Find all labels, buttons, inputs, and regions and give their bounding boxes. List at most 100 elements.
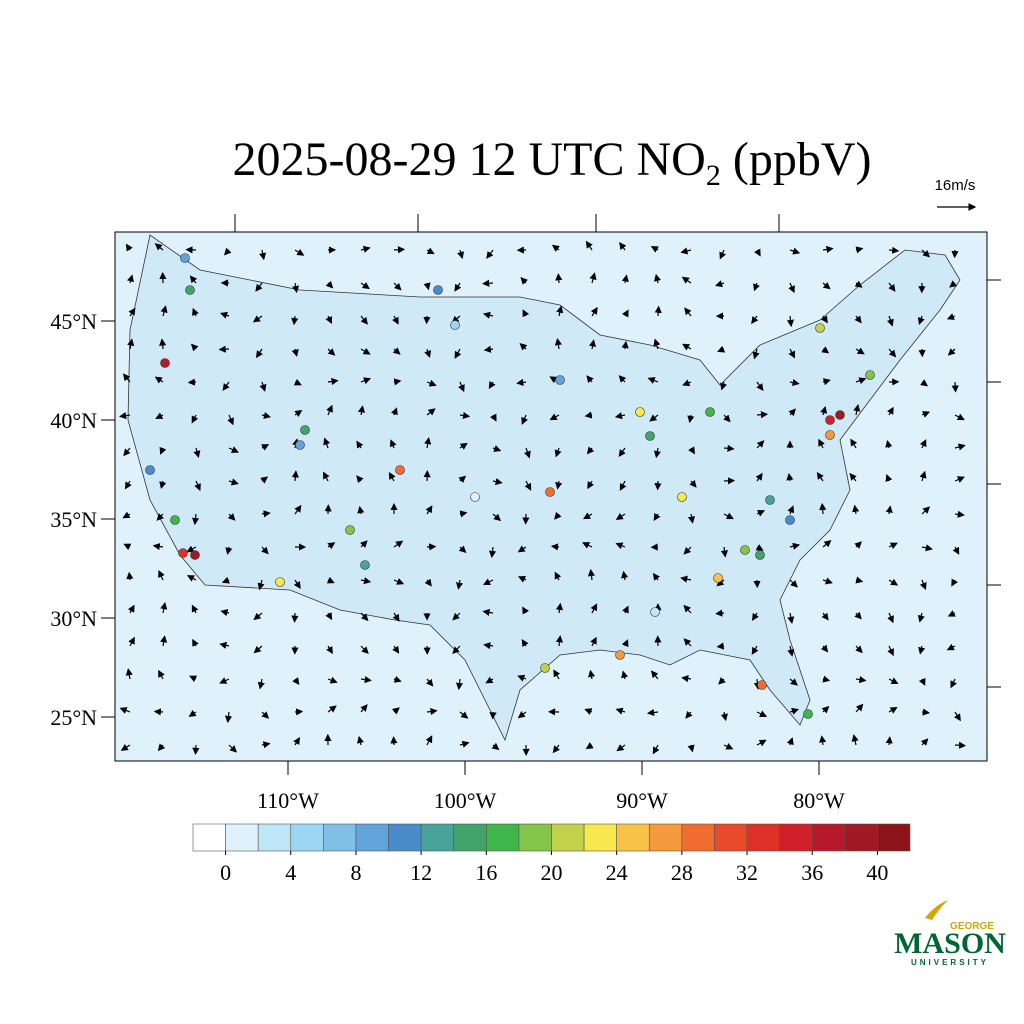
- wind-vector: [426, 379, 437, 387]
- station: [865, 370, 875, 380]
- wind-vector: [723, 512, 734, 520]
- wind-vector: [756, 739, 767, 747]
- wind-vector: [187, 378, 197, 386]
- wind-vector: [392, 347, 401, 355]
- wind-vector: [918, 645, 926, 655]
- wind-vector: [327, 705, 337, 713]
- wind-vector: [718, 677, 726, 685]
- wind-vector: [584, 708, 593, 716]
- colorbar-box: [648, 823, 683, 852]
- wind-vector: [253, 645, 263, 654]
- wind-vector: [946, 643, 956, 651]
- wind-vector: [128, 636, 135, 647]
- wind-vector: [855, 576, 864, 584]
- wind-vector: [459, 740, 470, 748]
- colorbar-box: [583, 823, 617, 852]
- wind-vector: [614, 412, 626, 420]
- wind-vector: [585, 240, 593, 251]
- wind-vector: [723, 414, 731, 423]
- title-main: 2025-08-29 12 UTC NO: [233, 133, 706, 186]
- wind-vector: [786, 737, 794, 746]
- wind-vector: [556, 305, 564, 317]
- wind-vector: [716, 579, 725, 587]
- station: [815, 323, 825, 333]
- wind-vector: [888, 677, 899, 685]
- wind-vector: [684, 307, 692, 317]
- wind-vector: [618, 375, 627, 383]
- wind-vector: [584, 411, 593, 419]
- wind-vector: [227, 414, 234, 426]
- wind-vector: [157, 743, 166, 752]
- wind-vector: [294, 248, 305, 256]
- wind-vector: [327, 348, 336, 356]
- colorbar-box: [420, 823, 455, 852]
- wind-vector: [118, 412, 131, 420]
- wind-vector: [360, 347, 371, 355]
- axes: 45°N 40°N 35°N 30°N 25°N 110°W 100°W 90°W 80°W: [50, 279, 1001, 813]
- station: [645, 431, 655, 441]
- wind-vector: [158, 569, 165, 581]
- wind-vector: [789, 542, 801, 550]
- logo: GEORGE MASON UNIVERSITY: [894, 900, 1006, 967]
- logo-top: GEORGE: [950, 921, 994, 932]
- wind-vector: [855, 377, 867, 385]
- wind-vector: [393, 246, 406, 254]
- wind-vector: [356, 735, 365, 746]
- station: [295, 440, 305, 450]
- wind-vector: [717, 345, 726, 353]
- wind-vector: [522, 309, 530, 318]
- station: [713, 573, 723, 583]
- wind-vector: [917, 612, 925, 623]
- station: [615, 650, 625, 660]
- wind-vector: [751, 315, 759, 324]
- wind-vector: [488, 380, 496, 389]
- station: [345, 525, 355, 535]
- wind-vector: [325, 612, 333, 621]
- wind-vector: [261, 444, 270, 451]
- wind-vector: [888, 246, 900, 254]
- wind-vector: [555, 635, 564, 647]
- wind-vector: [550, 543, 560, 551]
- wind-vectors: [118, 240, 967, 756]
- wind-vector: [888, 578, 899, 586]
- station: [433, 285, 443, 295]
- wind-vector: [522, 606, 529, 615]
- wind-vector: [128, 307, 136, 317]
- station: [160, 358, 170, 368]
- wind-vector: [554, 337, 562, 350]
- station: [705, 407, 715, 417]
- colorbar-box: [811, 823, 846, 852]
- station: [300, 425, 310, 435]
- colorbar-box: [714, 823, 748, 852]
- wind-vector: [293, 378, 302, 386]
- wind-vector: [622, 309, 629, 318]
- station: [555, 375, 565, 385]
- lon-label: 110°W: [257, 788, 319, 813]
- wind-vector: [888, 706, 898, 714]
- wind-vector: [685, 710, 693, 719]
- wind-vector: [360, 577, 372, 585]
- station: [740, 545, 750, 555]
- wind-vector: [954, 443, 966, 451]
- wind-vector: [616, 744, 626, 752]
- wind-vector: [615, 707, 626, 715]
- wind-vector: [517, 711, 527, 719]
- station: [360, 560, 370, 570]
- wind-vector: [885, 505, 893, 515]
- wind-vector: [392, 315, 399, 325]
- wind-vector: [649, 414, 659, 422]
- wind-vector: [789, 707, 799, 715]
- wind-vector: [228, 744, 238, 753]
- wind-vector: [517, 576, 527, 583]
- colorbar-label: 24: [606, 860, 628, 885]
- wind-vector: [360, 245, 371, 253]
- station: [545, 487, 555, 497]
- wind-vector: [854, 315, 862, 324]
- wind-vector: [787, 612, 795, 624]
- wind-vector: [252, 315, 263, 323]
- stations: [145, 253, 875, 719]
- wind-vector: [887, 612, 894, 624]
- colorbar-label: 12: [410, 860, 432, 885]
- wind-vector: [821, 612, 829, 621]
- wind-vector: [788, 348, 796, 359]
